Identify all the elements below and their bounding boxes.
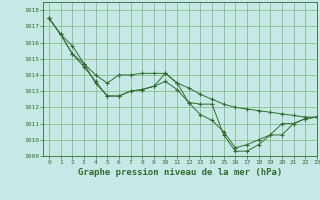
X-axis label: Graphe pression niveau de la mer (hPa): Graphe pression niveau de la mer (hPa) [78,168,282,177]
